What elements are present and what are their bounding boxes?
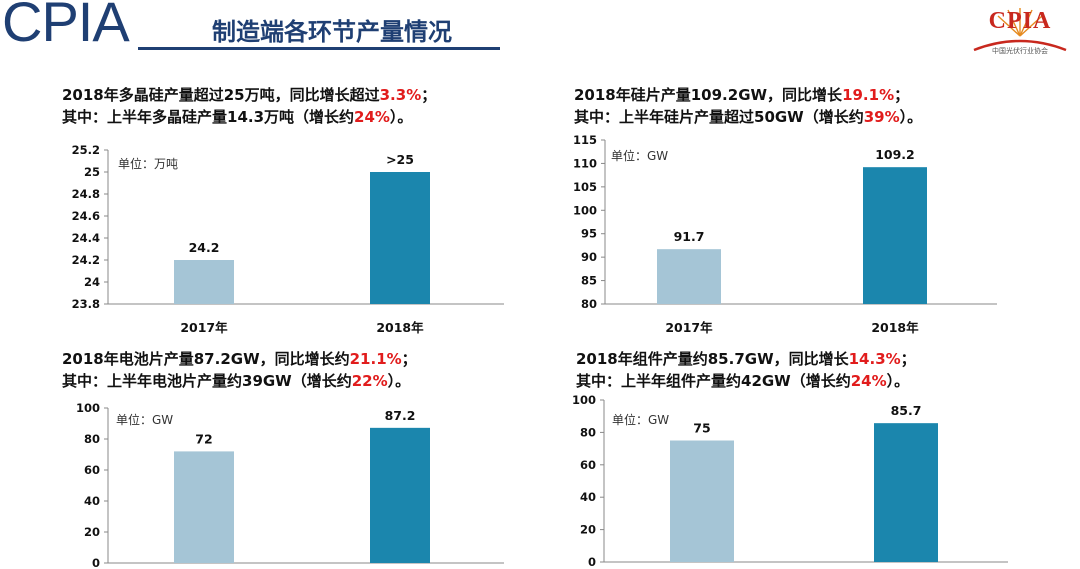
logo-sunburst-icon: [973, 8, 1067, 52]
y-tick-label: 80: [84, 432, 100, 446]
headline-module: 2018年组件产量约85.7GW，同比增长14.3%； 其中：上半年组件产量约4…: [576, 348, 916, 392]
bar-2017: [657, 249, 721, 304]
y-tick-label: 20: [580, 523, 596, 537]
bar-2017: [174, 451, 234, 563]
y-tick-label: 23.8: [72, 297, 100, 311]
y-tick-label: 20: [84, 525, 100, 539]
unit-label: 单位：GW: [116, 412, 173, 427]
y-tick-label: 25.2: [72, 143, 100, 157]
y-tick-label: 24.8: [72, 187, 100, 201]
y-tick-label: 40: [84, 494, 100, 508]
y-tick-label: 40: [580, 490, 596, 504]
y-tick-label: 24: [84, 275, 100, 289]
unit-label: 单位：GW: [611, 148, 668, 163]
bar-2018: [370, 172, 430, 304]
chart-module: 100 80 60 40 20 0 单位：GW 75 85.7: [572, 393, 1008, 569]
unit-label: 单位：GW: [612, 412, 669, 427]
cpia-logo: CPIA 中国光伏行业协会: [968, 6, 1072, 62]
y-tick-label: 90: [581, 250, 597, 264]
category-label: 2018年: [376, 320, 424, 335]
headline-line1: 2018年电池片产量87.2GW，同比增长约21.1%；: [62, 350, 417, 368]
chart-cell: 100 80 60 40 20 0 单位：GW 72 87.2: [76, 401, 504, 569]
chart-polysilicon: 25.2 25 24.8 24.6 24.4 24.2 24 23.8 单位：万吨 24.2 201…: [72, 143, 504, 335]
data-label: 91.7: [674, 229, 705, 244]
y-tick-label: 24.6: [72, 209, 100, 223]
y-tick-label: 100: [572, 393, 596, 407]
y-tick-label: 110: [573, 156, 597, 170]
y-tick-label: 95: [581, 227, 597, 241]
y-tick-label: 100: [76, 401, 100, 415]
headline-line1: 2018年硅片产量109.2GW，同比增长19.1%；: [574, 86, 910, 104]
y-tick-label: 60: [84, 463, 100, 477]
category-label: 2017年: [665, 320, 713, 335]
y-tick-label: 80: [581, 297, 597, 311]
y-tick-label: 60: [580, 458, 596, 472]
unit-label: 单位：万吨: [118, 156, 178, 171]
chart-wafer: 115 110 105 100 95 90 85 80 单位：GW 91.7 2017年 109.2 2…: [573, 133, 997, 335]
data-label: 87.2: [385, 408, 416, 423]
y-tick-label: 85: [581, 274, 597, 288]
bar-2017: [670, 440, 734, 562]
data-label: 24.2: [189, 240, 220, 255]
data-label: 72: [195, 431, 212, 446]
y-tick-label: 25: [84, 165, 100, 179]
y-tick-label: 24.2: [72, 253, 100, 267]
y-tick-label: 0: [92, 556, 100, 569]
category-label: 2018年: [871, 320, 919, 335]
headline-line1: 2018年组件产量约85.7GW，同比增长14.3%；: [576, 350, 916, 368]
logo-caption: 中国光伏行业协会: [992, 47, 1048, 55]
brand-wordmark: CPIA: [2, 0, 130, 53]
headline-cell: 2018年电池片产量87.2GW，同比增长约21.1%； 其中：上半年电池片产量…: [62, 348, 417, 392]
y-tick-label: 105: [573, 180, 597, 194]
headline-polysilicon: 2018年多晶硅产量超过25万吨，同比增长超过3.3%； 其中：上半年多晶硅产量…: [62, 84, 436, 128]
page-title: 制造端各环节产量情况: [212, 18, 452, 46]
y-tick-label: 0: [588, 555, 596, 569]
bar-2018: [370, 427, 430, 563]
bar-2018: [863, 167, 927, 304]
y-tick-label: 80: [580, 425, 596, 439]
logo-text: CPIA: [988, 8, 1052, 34]
headline-line1: 2018年多晶硅产量超过25万吨，同比增长超过3.3%；: [62, 86, 437, 104]
headline-line2: 其中：上半年硅片产量超过50GW（增长约39%）。: [574, 108, 923, 126]
data-label: >25: [386, 152, 414, 167]
category-label: 2017年: [180, 320, 228, 335]
y-tick-label: 24.4: [72, 231, 100, 245]
bar-2018: [874, 423, 938, 562]
header-rule: [138, 47, 500, 50]
y-tick-label: 115: [573, 133, 597, 147]
headline-line2: 其中：上半年组件产量约42GW（增长约24%）。: [576, 372, 910, 390]
bar-2017: [174, 260, 234, 304]
y-tick-label: 100: [573, 203, 597, 217]
headline-line2: 其中：上半年多晶硅产量14.3万吨（增长约24%）。: [62, 108, 413, 126]
data-label: 75: [693, 421, 710, 436]
data-label: 85.7: [891, 403, 922, 418]
headline-wafer: 2018年硅片产量109.2GW，同比增长19.1%； 其中：上半年硅片产量超过…: [574, 84, 922, 128]
headline-line2: 其中：上半年电池片产量约39GW（增长约22%）。: [62, 372, 411, 390]
data-label: 109.2: [875, 147, 915, 162]
